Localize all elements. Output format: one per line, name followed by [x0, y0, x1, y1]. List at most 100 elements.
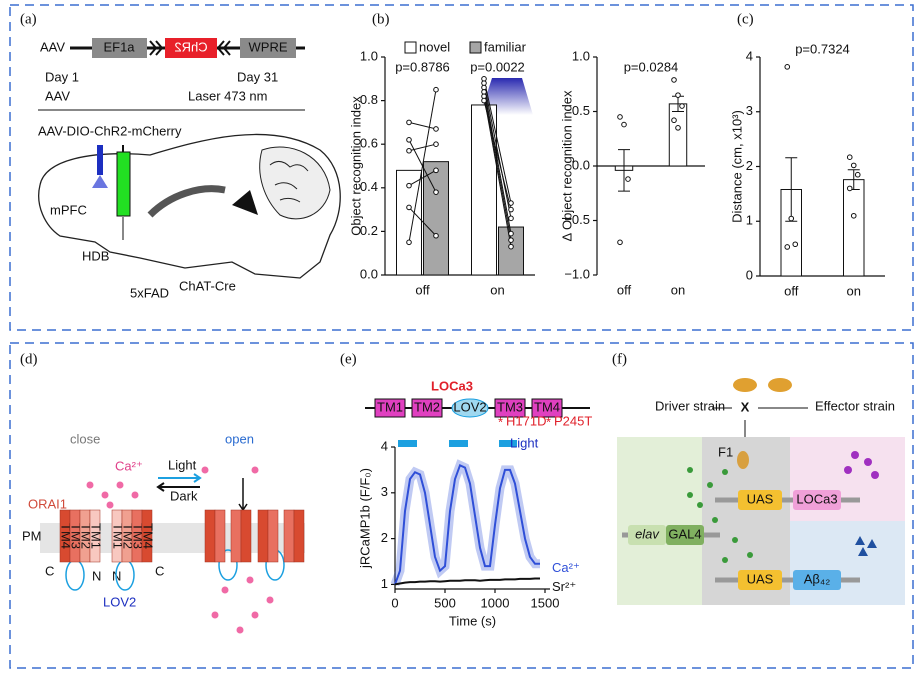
star: * [498, 414, 503, 429]
panel-e: (e) LOCa3 TM1 TM2 LOV2 TM3 TM4 * H171D *… [340, 351, 592, 429]
x-tick-label: on [671, 282, 685, 297]
mutation: H171D [506, 413, 546, 428]
point [854, 171, 861, 178]
point [508, 200, 514, 206]
fiber [97, 145, 103, 175]
arrow [158, 473, 202, 483]
domain-label: TM1 [377, 399, 403, 414]
progeny: F1 [718, 444, 733, 459]
point [508, 206, 514, 213]
domain [531, 398, 563, 418]
bar [668, 103, 688, 167]
point [846, 154, 853, 160]
point [621, 121, 627, 128]
light [92, 175, 108, 188]
ions [86, 466, 274, 634]
promoter: EF1a [103, 39, 135, 54]
event: Laser 473 nm [188, 88, 268, 103]
x-tick-label: off [415, 282, 430, 297]
state: close [70, 431, 100, 446]
bar [471, 104, 497, 276]
flux [238, 478, 248, 512]
point [433, 189, 439, 195]
y-tick-label: 0.5 [572, 103, 590, 118]
helix [283, 509, 295, 563]
fly [737, 451, 749, 469]
gal4-protein [687, 467, 753, 563]
tract [147, 185, 226, 218]
pair-line [483, 96, 512, 247]
p-value: p=0.0022 [470, 59, 525, 74]
star: * [546, 414, 551, 429]
strain: Driver strain [655, 398, 725, 413]
point [406, 119, 412, 126]
region-label: HDB [82, 248, 109, 263]
panel-a: (a) AAV EF1a ChR2 WPRE Day 1 AAV Day 31 … [20, 11, 341, 300]
gene: UAS [747, 571, 774, 586]
cerebellum [259, 146, 331, 220]
y-axis-label: Object recognition index [348, 96, 363, 236]
panel-label: (d) [20, 351, 38, 367]
series-label: Ca²⁺ [552, 560, 580, 575]
gene: elav [635, 526, 660, 541]
series-label: Sr²⁺ [552, 579, 576, 594]
x-tick-label: 0 [391, 595, 398, 610]
region [232, 190, 258, 215]
helix [204, 509, 216, 563]
y-tick-label: 1.0 [572, 48, 590, 63]
fly [768, 378, 792, 392]
gene-box [738, 490, 782, 510]
x-tick-label: on [490, 282, 504, 297]
gene-box [628, 525, 666, 545]
pair-line [408, 169, 437, 187]
point [846, 185, 853, 192]
error-band [390, 459, 540, 586]
point [617, 114, 623, 120]
region-label: mPFC [50, 202, 87, 217]
helix [293, 509, 305, 563]
pair-line [483, 83, 512, 219]
gene-box [793, 490, 841, 510]
helix-label: TM4 [141, 523, 156, 549]
y-tick-label: 3 [746, 103, 753, 118]
point [625, 176, 631, 182]
y-tick-label: −0.5 [564, 212, 590, 227]
virus: AAV-DIO-ChR2-mCherry [38, 123, 182, 138]
y-tick-label: 2 [746, 158, 753, 173]
point [792, 241, 799, 248]
helix [240, 509, 252, 563]
pair-line [483, 78, 512, 204]
x-tick-label: 1500 [531, 595, 560, 610]
y-tick-label: 3 [381, 484, 388, 499]
point [406, 137, 412, 143]
point [788, 215, 795, 222]
domain [451, 398, 489, 418]
y-axis-label: jRCaMP1b (F/F₀) [357, 468, 372, 569]
terminus: C [45, 563, 54, 578]
x-tick-label: 1000 [481, 595, 510, 610]
pair-line [483, 100, 512, 210]
point [671, 117, 677, 124]
membrane-label: PM [22, 528, 42, 543]
light-label: Light [510, 435, 539, 450]
arrows [712, 407, 808, 437]
y-tick-label: −1.0 [564, 266, 590, 281]
point [406, 204, 412, 211]
ion: Ca²⁺ [115, 458, 143, 473]
gene: ChR2 [174, 39, 207, 54]
x-tick-label: 500 [434, 595, 456, 610]
cross: X [741, 399, 750, 414]
legend-label: familiar [484, 39, 527, 54]
y-tick-label: 0.2 [360, 223, 378, 238]
mutation: P245T [554, 413, 592, 428]
bar [423, 161, 449, 276]
domain-label: TM4 [534, 399, 560, 414]
y-tick-label: 1.0 [360, 48, 378, 63]
point [406, 239, 412, 246]
panel-label: (b) [372, 11, 390, 27]
point [850, 162, 857, 169]
light: Light [168, 457, 197, 472]
gene-box [793, 570, 841, 590]
helix [141, 509, 153, 563]
